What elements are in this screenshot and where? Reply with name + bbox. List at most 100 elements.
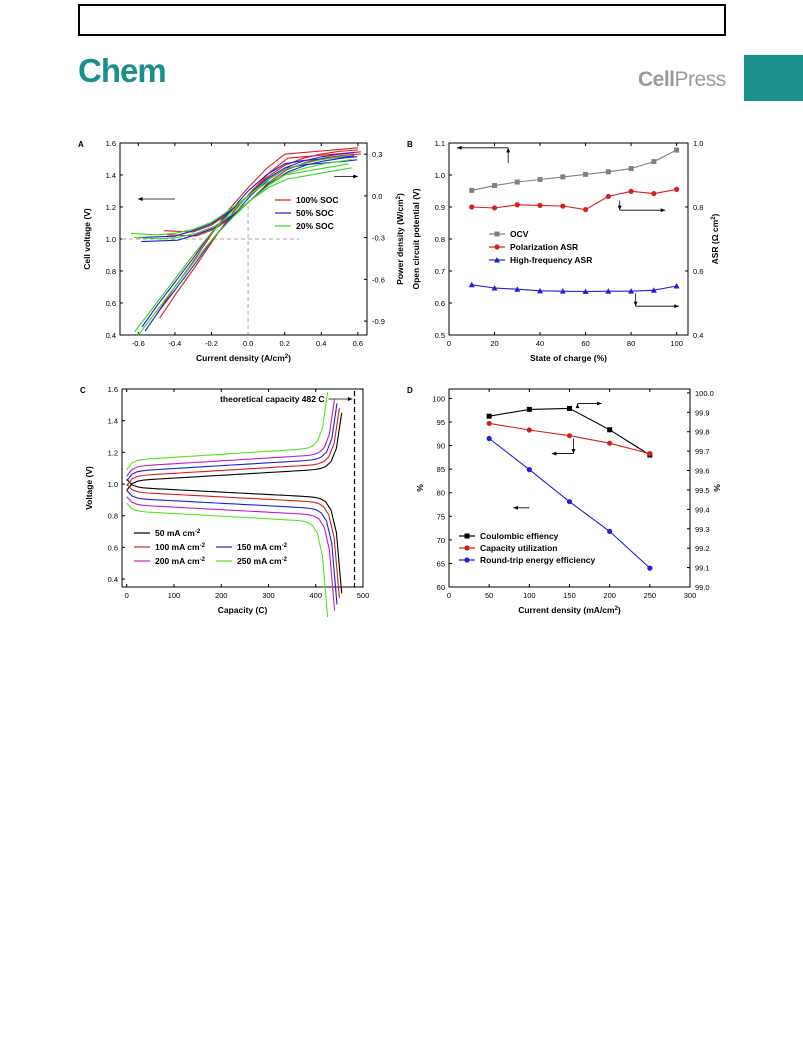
y-tick-label: 0.8 — [108, 512, 118, 521]
publisher-logo: CellPress — [638, 68, 726, 92]
label-part: ) — [395, 193, 405, 196]
y-tick-label: 0.7 — [435, 267, 445, 276]
y-tick-label: 1.4 — [108, 417, 118, 426]
y-tick-label: 0.4 — [108, 575, 118, 584]
voltage-curve-hysteresis-0 — [159, 151, 361, 319]
y-tick-label-right: 99.5 — [695, 486, 710, 495]
legend-c-0-label: 50 mA cm-2 — [155, 528, 201, 538]
charge-curve-4 — [126, 392, 329, 471]
y-tick-label: 0.8 — [106, 267, 116, 276]
page-header-box — [78, 4, 726, 36]
y-tick-label: 0.6 — [106, 299, 116, 308]
y-tick-label-right: 1.0 — [693, 139, 703, 148]
x-tick-label: -0.2 — [205, 339, 218, 348]
y-tick-label-right: -0.3 — [372, 234, 385, 243]
marker-b-0 — [605, 169, 611, 175]
panel-letter: C — [80, 386, 86, 395]
y-tick-label-right: 100.0 — [695, 389, 714, 398]
legend-d-2-label: Round-trip energy efficiency — [480, 555, 596, 565]
legend-a-2-label: 20% SOC — [296, 221, 334, 231]
marker-d-1 — [566, 433, 573, 439]
x-axis-label: State of charge (%) — [530, 353, 607, 363]
y-tick-label: 0.5 — [435, 331, 445, 340]
label-part: -2 — [195, 529, 201, 535]
y-tick-label-right: -0.6 — [372, 275, 385, 284]
x-tick-label: 0.6 — [353, 339, 363, 348]
marker-b-1 — [469, 204, 475, 210]
x-tick-label: 300 — [262, 591, 275, 600]
panel-letter: B — [407, 140, 413, 149]
arrow-a-right-head — [353, 174, 358, 179]
x-axis-label: Current density (mA/cm2) — [518, 605, 621, 615]
marker-b-2 — [650, 287, 657, 293]
y-axis-label-right: ASR (Ω cm2) — [710, 213, 720, 264]
series-b-2 — [471, 284, 677, 293]
y-tick-label-right: 99.2 — [695, 544, 710, 553]
legend-d-0-label: Coulombic effiency — [480, 531, 559, 541]
y-tick-label: 1.6 — [106, 139, 116, 148]
charge-curve-3 — [126, 398, 336, 477]
marker-b-2 — [468, 281, 475, 288]
legend-c-2-label: 150 mA cm-2 — [237, 542, 288, 552]
y-axis-label-left: Open circuit potential (V) — [411, 188, 421, 289]
arrow-b-ocv-stub-head — [506, 147, 511, 153]
discharge-curve-4 — [126, 502, 329, 618]
arrow-d-cu-stub-head — [571, 448, 576, 454]
x-tick-label: 40 — [536, 339, 544, 348]
voltage-curve-hysteresis-2 — [137, 167, 352, 337]
label-part: ASR (Ω cm — [710, 219, 720, 264]
legend-d-1-label: Capacity utilization — [480, 543, 557, 553]
x-tick-label: 200 — [603, 591, 616, 600]
x-tick-label: 400 — [309, 591, 322, 600]
y-axis-label-left: % — [415, 484, 425, 492]
marker-b-2 — [491, 284, 498, 291]
marker-d-0 — [526, 406, 532, 412]
legend-c-3-label: 200 mA cm-2 — [155, 556, 206, 566]
y-tick-label: 1.2 — [108, 448, 118, 457]
marker-b-1 — [514, 202, 520, 208]
y-tick-label-right: 0.0 — [372, 192, 382, 201]
y-tick-label-right: 99.4 — [695, 505, 710, 514]
marker-b-2 — [559, 288, 566, 294]
y-tick-label: 80 — [437, 489, 445, 498]
y-tick-label-right: 99.6 — [695, 467, 710, 476]
y-axis-label-left: Cell voltage (V) — [82, 208, 92, 270]
series-d-0 — [489, 407, 651, 456]
y-tick-label-right: 0.8 — [693, 203, 703, 212]
publisher-logo-right: Press — [674, 68, 727, 91]
journal-logo: Chem — [78, 52, 167, 89]
marker-b-1 — [674, 186, 680, 192]
marker-b-2 — [628, 288, 635, 294]
y-tick-label: 95 — [437, 418, 445, 427]
y-tick-label: 85 — [437, 465, 445, 474]
y-tick-label: 1.1 — [435, 139, 445, 148]
y-tick-label: 75 — [437, 512, 445, 521]
x-tick-label: 0 — [447, 591, 451, 600]
x-tick-label: 50 — [485, 591, 493, 600]
label-part: 2 — [615, 606, 619, 612]
y-tick-label: 0.4 — [106, 331, 116, 340]
y-tick-label-right: 0.3 — [372, 150, 382, 159]
discharge-curve-2 — [126, 490, 338, 605]
publisher-logo-left: Cell — [638, 68, 675, 91]
y-tick-label-right: -0.9 — [372, 317, 385, 326]
legend-c-1-label: 100 mA cm-2 — [155, 542, 206, 552]
marker-b-1 — [537, 202, 543, 208]
legend-d-1-marker — [464, 545, 470, 551]
arrow-d-ce-stub-head — [575, 403, 580, 409]
y-tick-label: 1.6 — [108, 385, 118, 394]
theoretical-capacity-label: theoretical capacity 482 C — [220, 394, 324, 404]
label-part: ) — [618, 605, 621, 615]
marker-d-2 — [486, 435, 492, 442]
marker-b-0 — [492, 183, 498, 189]
x-tick-label: 100 — [168, 591, 181, 600]
y-tick-label-right: 0.6 — [693, 267, 703, 276]
discharge-curve-1 — [126, 483, 340, 599]
power-curve-0 — [163, 149, 358, 233]
y-tick-label: 0.9 — [435, 203, 445, 212]
x-tick-label: 20 — [490, 339, 498, 348]
x-tick-label: -0.6 — [132, 339, 145, 348]
marker-d-2 — [566, 499, 573, 505]
voltage-curve-hysteresis-1 — [144, 159, 358, 332]
marker-b-0 — [628, 166, 634, 172]
